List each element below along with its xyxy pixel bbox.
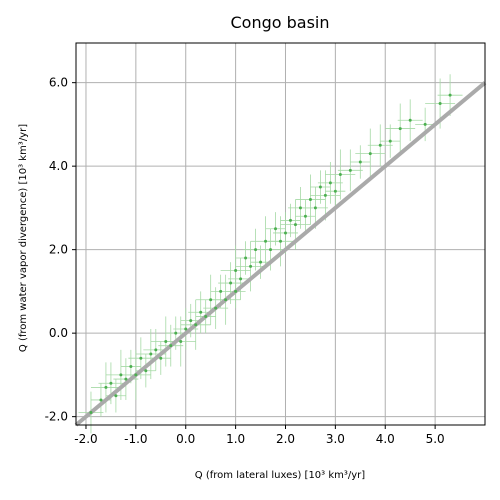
point [254,248,258,252]
point [303,214,307,218]
point [368,152,372,156]
point [104,385,108,389]
point [398,127,402,131]
y-tick-label: -2.0 [45,410,68,424]
x-tick-label: 0.0 [176,432,195,446]
x-axis-label: Q (from lateral luxes) [10³ km³/yr] [195,470,365,481]
reference-line [74,81,487,427]
y-tick-label: 4.0 [49,159,68,173]
point [323,193,327,197]
point [189,319,193,323]
y-tick-label: 6.0 [49,76,68,90]
point [264,239,268,243]
point [293,223,297,227]
point [134,373,138,377]
x-tick-label: -1.0 [124,432,147,446]
x-tick-label: 5.0 [426,432,445,446]
point [119,373,123,377]
point [279,239,282,243]
point [144,369,148,373]
point [333,189,337,193]
point [179,340,183,344]
point [99,398,103,402]
point [438,102,442,106]
point [239,277,243,281]
point [249,264,253,268]
x-tick-label: 1.0 [226,432,245,446]
point [274,227,278,231]
point [283,231,287,235]
point [219,289,223,293]
point [313,206,317,210]
point [164,340,168,344]
point [159,356,163,360]
y-tick-label: 2.0 [49,243,68,257]
point [328,181,332,185]
point [448,93,452,97]
point [129,365,133,369]
point [308,198,312,202]
plot-frame [75,42,486,426]
point [269,248,273,252]
point [124,377,128,381]
point [184,327,188,331]
x-tick-label: 2.0 [276,432,295,446]
point [259,260,263,264]
point [114,394,118,398]
point [139,356,143,360]
point [214,306,218,310]
point [169,344,173,348]
y-tick-label: 0.0 [49,326,68,340]
point [288,218,292,222]
point [89,410,93,414]
point [298,206,302,210]
point [149,352,153,356]
point [109,381,113,385]
point [338,173,342,177]
x-tick-label: -2.0 [74,432,97,446]
point [234,269,238,273]
x-tick-label: 4.0 [376,432,395,446]
point [408,118,412,122]
point [358,160,362,164]
point [318,185,322,189]
x-tick-label: 3.0 [326,432,345,446]
point [388,139,392,143]
point [154,348,158,352]
point [209,298,213,302]
point [224,298,228,302]
point [348,168,352,172]
chart-title: Congo basin [230,13,329,32]
point [174,331,178,335]
point [194,323,198,327]
point [244,256,248,260]
point [229,281,233,285]
point [234,289,238,293]
y-axis-label: Q (from water vapor divergence) [10³ km³… [18,124,29,352]
point [423,122,427,126]
point [378,143,382,147]
point [199,310,203,314]
point [204,314,208,318]
